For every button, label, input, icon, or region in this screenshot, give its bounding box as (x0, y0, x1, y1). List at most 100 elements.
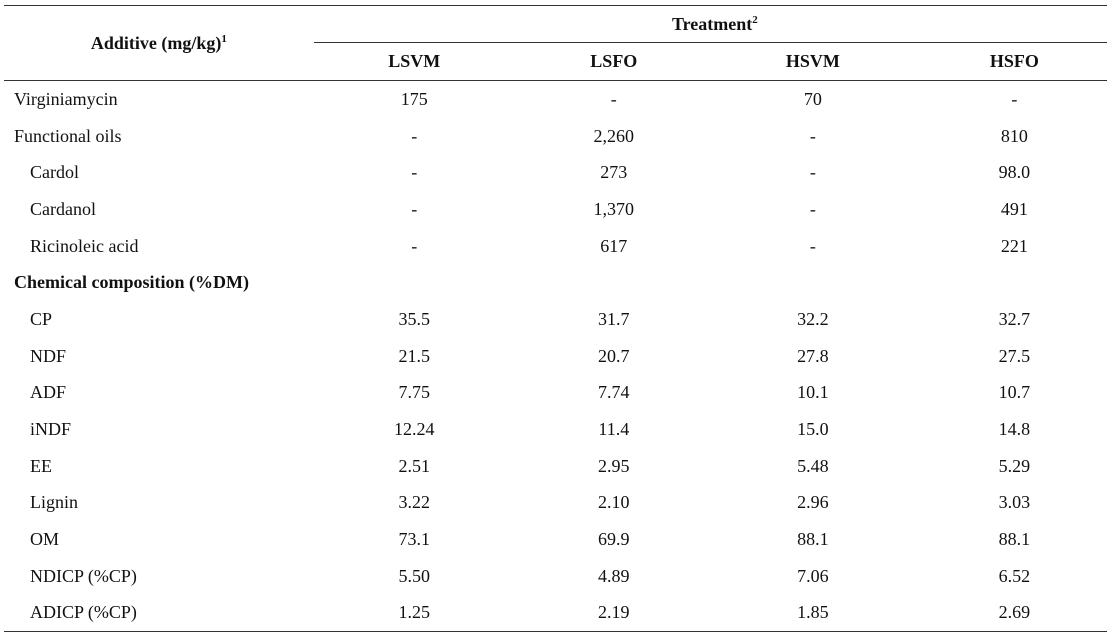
table-row: Functional oils - 2,260 - 810 (4, 118, 1107, 155)
row-label: ADICP (%CP) (4, 594, 314, 633)
table-cell: - (411, 198, 418, 219)
column-header-hsfo: HSFO (912, 42, 1107, 81)
table-cell (314, 264, 515, 301)
row-label: Functional oils (14, 125, 122, 146)
table-cell: - (809, 125, 816, 146)
table-cell: 5.50 (398, 565, 431, 586)
table-cell: 70 (803, 88, 822, 109)
table-cell: 12.24 (394, 419, 435, 440)
table-row: Cardol - 273 - 98.0 (4, 154, 1107, 191)
table-header: Additive (mg/kg)1 Treatment2 LSVM LSFO H… (4, 5, 1107, 81)
table-cell (913, 264, 1107, 301)
table-cell: 810 (1000, 125, 1028, 146)
table-cell: 88.1 (797, 529, 829, 550)
row-label: ADF (30, 382, 67, 403)
table-cell: 4.89 (598, 565, 630, 586)
composition-table: Additive (mg/kg)1 Treatment2 LSVM LSFO H… (4, 5, 1107, 633)
table-row: EE 2.51 2.95 5.48 5.29 (4, 448, 1107, 485)
table-cell: 6.52 (998, 565, 1031, 586)
column-header-lsvm: LSVM (313, 42, 515, 81)
table-cell: 7.75 (398, 382, 431, 403)
table-row: Virginiamycin 175 - 70 - (4, 81, 1107, 118)
table-cell: 10.7 (998, 382, 1031, 403)
table-cell: 27.5 (998, 345, 1031, 366)
additive-header-label: Additive (mg/kg) (90, 32, 222, 53)
table-cell: 73.1 (398, 529, 431, 550)
table-cell: 10.1 (797, 382, 829, 403)
table-cell: 32.7 (998, 308, 1031, 329)
table-cell (713, 264, 913, 301)
table-cell: 5.48 (797, 455, 829, 476)
row-label: iNDF (30, 419, 72, 440)
table-cell: - (610, 88, 617, 109)
table-row: NDF 21.5 20.7 27.8 27.5 (4, 338, 1107, 375)
table-cell: 2.69 (912, 594, 1107, 633)
table-cell: 11.4 (598, 419, 630, 440)
table-cell: 88.1 (998, 529, 1031, 550)
row-label: Cardol (30, 162, 79, 183)
table-row: CP 35.5 31.7 32.2 32.7 (4, 301, 1107, 338)
additive-footnote-marker: 1 (221, 32, 227, 45)
table-cell: 2.10 (598, 492, 630, 513)
additive-header: Additive (mg/kg)1 (4, 5, 314, 81)
table-cell: 1.85 (712, 594, 913, 633)
row-label: Lignin (30, 492, 78, 513)
table-cell: - (809, 198, 816, 219)
table-cell: 32.2 (797, 308, 829, 329)
treatment-header: Treatment2 (313, 5, 1107, 43)
table-cell: 14.8 (998, 419, 1031, 440)
table-cell: - (411, 235, 418, 256)
column-header-hsvm: HSVM (712, 42, 913, 81)
table-row: Lignin 3.22 2.10 2.96 3.03 (4, 485, 1107, 522)
table-cell: 1.25 (313, 594, 515, 633)
table-cell: 491 (1000, 198, 1028, 219)
table-cell: - (809, 235, 816, 256)
table-cell: 31.7 (598, 308, 630, 329)
row-label: Cardanol (30, 198, 96, 219)
table-cell: 175 (400, 88, 428, 109)
table-cell (515, 264, 713, 301)
table-cell: 7.06 (797, 565, 829, 586)
table-row: ADF 7.75 7.74 10.1 10.7 (4, 375, 1107, 412)
section-row: Chemical composition (%DM) (4, 264, 1107, 301)
table-row: iNDF 12.24 11.4 15.0 14.8 (4, 411, 1107, 448)
table-cell: 3.03 (998, 492, 1031, 513)
table-cell: - (809, 162, 816, 183)
table-cell: 15.0 (797, 419, 829, 440)
table-cell: 27.8 (797, 345, 829, 366)
table-cell: 1,370 (593, 198, 635, 219)
treatment-footnote-marker: 2 (752, 13, 758, 26)
table-row: ADICP (%CP) 1.25 2.19 1.85 2.69 (4, 594, 1107, 633)
column-header-lsfo: LSFO (514, 42, 713, 81)
table-cell: 98.0 (998, 162, 1031, 183)
row-label: CP (30, 308, 53, 329)
table-row: OM 73.1 69.9 88.1 88.1 (4, 521, 1107, 558)
table-cell: - (411, 125, 418, 146)
table-cell: 3.22 (398, 492, 431, 513)
table-cell: 21.5 (398, 345, 431, 366)
row-label: NDICP (%CP) (30, 565, 137, 586)
table-body: Virginiamycin 175 - 70 - Functional oils… (4, 81, 1107, 633)
table-row: NDICP (%CP) 5.50 4.89 7.06 6.52 (4, 558, 1107, 595)
table-cell: 69.9 (598, 529, 630, 550)
table-cell: - (1011, 88, 1018, 109)
table-row: Cardanol - 1,370 - 491 (4, 191, 1107, 228)
table-cell: 35.5 (398, 308, 431, 329)
table-cell: 2.95 (598, 455, 630, 476)
table-cell: 617 (600, 235, 628, 256)
table-cell: 5.29 (998, 455, 1031, 476)
table-cell: - (411, 162, 418, 183)
row-label: EE (30, 455, 52, 476)
table-cell: 2.96 (797, 492, 829, 513)
table-cell: 2,260 (593, 125, 635, 146)
table-row: Ricinoleic acid - 617 - 221 (4, 228, 1107, 265)
table-cell: 7.74 (598, 382, 630, 403)
table-cell: 273 (600, 162, 628, 183)
row-label: Ricinoleic acid (30, 235, 139, 256)
section-label: Chemical composition (%DM) (14, 272, 249, 293)
table-cell: 20.7 (598, 345, 630, 366)
row-label: Virginiamycin (14, 88, 118, 109)
row-label: NDF (30, 345, 67, 366)
table-cell: 2.19 (514, 594, 713, 633)
